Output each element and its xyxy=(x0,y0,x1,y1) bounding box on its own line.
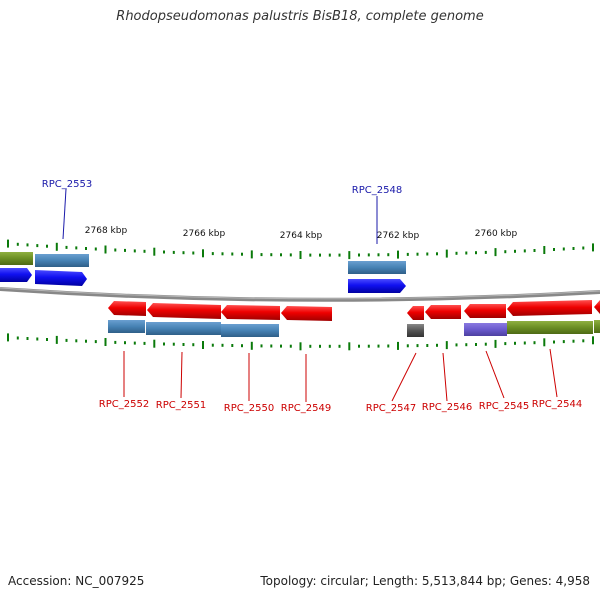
orthology-block-green xyxy=(507,321,593,334)
scale-label: 2760 kbp xyxy=(475,229,518,239)
label-leader-line xyxy=(485,350,505,399)
orthology-block-blue xyxy=(35,254,89,267)
label-leader-line xyxy=(180,351,183,399)
map-title: Rhodopseudomonas palustris BisB18, compl… xyxy=(116,9,484,24)
reverse-gene-arrow[interactable] xyxy=(594,300,600,314)
orthology-block-blue xyxy=(221,324,279,337)
gene-label-rpc-2550[interactable]: RPC_2550 xyxy=(224,403,274,414)
orthology-block-purple xyxy=(464,323,507,336)
scale-ticks-top xyxy=(7,239,594,260)
genome-backbone xyxy=(0,287,600,302)
forward-gene-arrow-rpc-2553[interactable] xyxy=(35,270,87,286)
orthology-block-green xyxy=(594,320,600,333)
scale-ticks-bottom xyxy=(7,333,594,351)
gene-label-rpc-2552[interactable]: RPC_2552 xyxy=(99,399,149,410)
orthology-block-blue xyxy=(348,261,406,274)
reverse-gene-arrow-rpc-2545[interactable] xyxy=(464,304,506,318)
scale-label: 2768 kbp xyxy=(85,226,128,236)
gene-label-rpc-2544[interactable]: RPC_2544 xyxy=(532,399,582,410)
orthology-block-green xyxy=(0,252,33,265)
forward-gene-arrow[interactable] xyxy=(0,268,32,282)
label-leader-line xyxy=(391,352,417,402)
reverse-gene-arrow-rpc-2549[interactable] xyxy=(281,306,332,321)
reverse-gene-arrow-rpc-2547[interactable] xyxy=(407,306,424,320)
topology-label: Topology: circular; Length: 5,513,844 bp… xyxy=(260,574,590,588)
gene-label-rpc-2549[interactable]: RPC_2549 xyxy=(281,403,331,414)
label-leader-line xyxy=(549,348,558,398)
label-leader-line xyxy=(62,188,67,240)
accession-label: Accession: NC_007925 xyxy=(8,574,145,588)
gene-label-rpc-2545[interactable]: RPC_2545 xyxy=(479,401,529,412)
reverse-gene-arrow-rpc-2550[interactable] xyxy=(221,305,280,320)
reverse-gene-arrow-rpc-2544[interactable] xyxy=(507,300,592,316)
reverse-gene-arrow-rpc-2546[interactable] xyxy=(425,305,461,319)
scale-label: 2764 kbp xyxy=(280,231,323,241)
orthology-block-blue xyxy=(108,320,145,333)
reverse-gene-arrow-rpc-2552[interactable] xyxy=(108,301,146,316)
orthology-block-blue xyxy=(146,322,221,335)
scale-label: 2762 kbp xyxy=(377,231,420,241)
gene-label-rpc-2551[interactable]: RPC_2551 xyxy=(156,400,206,411)
gene-label-rpc-2548[interactable]: RPC_2548 xyxy=(352,185,402,196)
scale-label: 2766 kbp xyxy=(183,229,226,239)
gene-label-rpc-2547[interactable]: RPC_2547 xyxy=(366,403,416,414)
forward-gene-arrow-rpc-2548[interactable] xyxy=(348,279,406,293)
gene-label-rpc-2553[interactable]: RPC_2553 xyxy=(42,179,92,190)
orthology-block-gray xyxy=(407,324,424,337)
reverse-gene-arrow-rpc-2551[interactable] xyxy=(147,303,221,319)
label-leader-line xyxy=(442,352,448,402)
gene-label-rpc-2546[interactable]: RPC_2546 xyxy=(422,402,472,413)
